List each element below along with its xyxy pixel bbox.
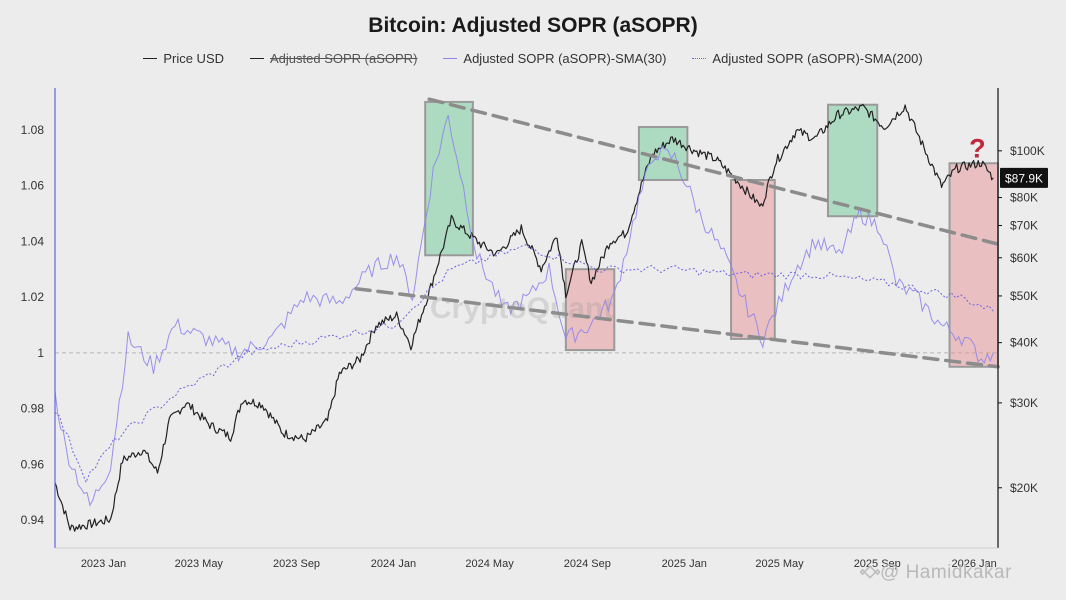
y-right-tick-label: $40K: [1010, 336, 1038, 350]
legend-item[interactable]: Price USD: [143, 51, 224, 66]
y-right-tick-label: $100K: [1010, 144, 1045, 158]
x-tick-label: 2025 Jan: [662, 558, 707, 570]
x-tick-label: 2025 May: [755, 558, 804, 570]
y-left-tick-label: 1: [37, 346, 44, 360]
y-left-tick-label: 1.08: [21, 123, 45, 137]
chart-axes: [54, 88, 1002, 549]
legend-swatch: [443, 58, 458, 59]
current-price-badge: [1000, 167, 1048, 188]
y-left-tick-label: 0.96: [21, 457, 45, 471]
legend-swatch: [250, 58, 265, 59]
legend-swatch: [143, 58, 158, 59]
x-tick-label: 2023 Jan: [81, 558, 126, 570]
legend-swatch: [692, 58, 707, 59]
upper-trendline: [427, 97, 1000, 246]
legend-label: Price USD: [163, 51, 225, 66]
trendlines: [354, 97, 1000, 369]
y-left-tick-label: 1.04: [21, 234, 45, 248]
y-right-tick-label: $20K: [1010, 481, 1038, 495]
legend-item[interactable]: Adjusted SOPR (aSOPR)-SMA(200): [692, 51, 923, 66]
x-tick-label: 2023 May: [175, 558, 224, 570]
legend-label: Adjusted SOPR (aSOPR)-SMA(200): [712, 51, 923, 66]
question-mark-annotation: ?: [969, 133, 986, 163]
green-annotation-box: [826, 103, 879, 218]
legend-label: Adjusted SOPR (aSOPR): [270, 51, 418, 66]
author-credit: @ Hamidkakar: [880, 562, 1012, 583]
binance-logo-icon: [860, 565, 880, 579]
legend-item[interactable]: Adjusted SOPR (aSOPR): [250, 51, 417, 66]
red-annotation-box: [948, 162, 1000, 368]
x-tick-label: 2024 Jan: [371, 558, 416, 570]
y-right-tick-label: $60K: [1010, 251, 1038, 265]
y-right-tick-label: $80K: [1010, 191, 1038, 205]
y-right-tick-label: $50K: [1010, 289, 1038, 303]
current-price-label: $87.9K: [1005, 171, 1043, 185]
legend-label: Adjusted SOPR (aSOPR)-SMA(30): [463, 51, 667, 66]
watermark-text: CryptoQuant: [430, 292, 614, 325]
x-tick-label: 2023 Sep: [273, 558, 320, 570]
y-left-tick-label: 0.98: [21, 402, 45, 416]
y-left-tick-label: 1.02: [21, 290, 45, 304]
legend-item[interactable]: Adjusted SOPR (aSOPR)-SMA(30): [443, 51, 666, 66]
tick-labels: 0.94 0.96 0.98 1 1.02 1.04 1.06 1.08 $20K $30K $40…: [21, 123, 1045, 570]
x-tick-label: 2026 Jan: [952, 558, 997, 570]
y-right-tick-label: $70K: [1010, 219, 1038, 233]
chart-title: Bitcoin: Adjusted SOPR (aSOPR): [368, 14, 698, 37]
y-right-tick-label: $30K: [1010, 396, 1038, 410]
x-tick-label: 2024 May: [465, 558, 514, 570]
red-annotation-box: [730, 179, 776, 340]
annotation-text: ? $87.9K: [969, 133, 1048, 188]
chart-series: [54, 103, 994, 532]
y-left-tick-label: 0.94: [21, 513, 45, 527]
price-usd-line: [54, 103, 994, 532]
asopr-sma200-line: [54, 244, 994, 484]
y-left-tick-label: 1.06: [21, 179, 45, 193]
asopr-sma30-line: [54, 114, 994, 507]
x-tick-label: 2025 Sep: [854, 558, 901, 570]
lower-trendline: [354, 286, 1000, 369]
annotation-boxes: [424, 100, 1000, 368]
chart-legend: Price USD Adjusted SOPR (aSOPR) Adjusted S…: [0, 51, 1066, 66]
x-tick-label: 2024 Sep: [564, 558, 611, 570]
